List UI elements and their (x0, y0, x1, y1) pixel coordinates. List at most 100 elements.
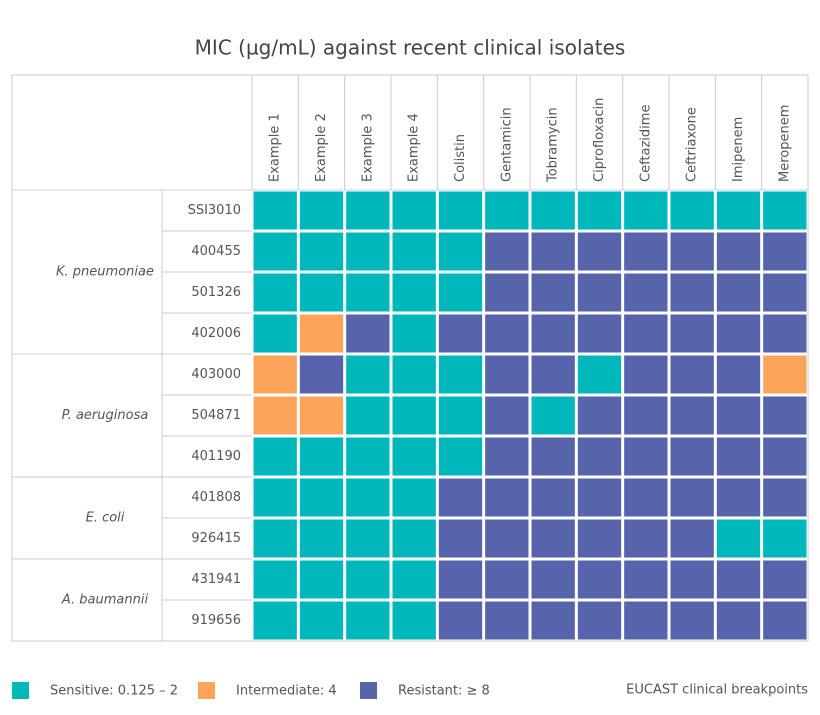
cell (438, 560, 483, 599)
cell (624, 355, 668, 394)
cell (670, 273, 714, 312)
cell (438, 519, 483, 558)
chart-title: MIC (µg/mL) against recent clinical isol… (195, 36, 626, 60)
cell (716, 191, 761, 230)
cell (763, 478, 807, 517)
row-label: 402006 (191, 326, 241, 341)
cell (346, 355, 390, 394)
column-label: Ceftazidime (638, 105, 653, 182)
cell (624, 560, 668, 599)
cell (577, 478, 622, 517)
cell (716, 601, 761, 640)
cell (253, 232, 297, 271)
cell (392, 478, 436, 517)
cell (670, 191, 714, 230)
cell (624, 519, 668, 558)
cell (716, 519, 761, 558)
cell (485, 437, 529, 476)
cell (299, 314, 344, 353)
cell (299, 191, 344, 230)
cell (716, 396, 761, 435)
row-label: 403000 (191, 367, 241, 382)
cell (253, 560, 297, 599)
cell (253, 519, 297, 558)
row-label: 401190 (191, 449, 241, 464)
cell (346, 191, 390, 230)
cell (577, 601, 622, 640)
cell (624, 601, 668, 640)
cell (392, 314, 436, 353)
group-label: P. aeruginosa (62, 408, 149, 423)
cell (531, 478, 575, 517)
cell (485, 519, 529, 558)
cell (763, 437, 807, 476)
cell (299, 273, 344, 312)
cell (346, 437, 390, 476)
group-label: A. baumannii (61, 593, 149, 608)
cell (670, 478, 714, 517)
column-label: Ciprofloxacin (592, 98, 607, 182)
cell (624, 273, 668, 312)
cell (438, 355, 483, 394)
cell (531, 273, 575, 312)
cell (763, 519, 807, 558)
column-label: Example 1 (268, 113, 283, 182)
cell (253, 437, 297, 476)
cell (438, 191, 483, 230)
cell (485, 355, 529, 394)
cell (346, 314, 390, 353)
cell (438, 478, 483, 517)
cell (624, 232, 668, 271)
cell (253, 396, 297, 435)
legend-swatch (12, 682, 29, 699)
cell (670, 232, 714, 271)
cell (346, 273, 390, 312)
cell (763, 191, 807, 230)
cell (392, 396, 436, 435)
cell (485, 232, 529, 271)
cell (577, 355, 622, 394)
cell (299, 601, 344, 640)
column-label: Gentamicin (499, 107, 514, 182)
row-label: 431941 (191, 572, 241, 587)
row-label: SSI3010 (188, 203, 241, 218)
cell (392, 519, 436, 558)
cell (299, 232, 344, 271)
row-label: 504871 (191, 408, 241, 423)
cell (346, 560, 390, 599)
cell (577, 437, 622, 476)
cell (392, 232, 436, 271)
cell (346, 519, 390, 558)
cell (577, 232, 622, 271)
cell (763, 314, 807, 353)
cell (763, 273, 807, 312)
cell (531, 437, 575, 476)
cell (624, 478, 668, 517)
cell (716, 478, 761, 517)
cell (531, 314, 575, 353)
cell (763, 355, 807, 394)
cell (577, 560, 622, 599)
cell (716, 355, 761, 394)
cell (531, 519, 575, 558)
cell (253, 273, 297, 312)
cell (438, 601, 483, 640)
column-label: Imipenem (731, 117, 746, 182)
legend-label: Resistant: ≥ 8 (398, 684, 490, 699)
cell (438, 314, 483, 353)
cell (299, 437, 344, 476)
cell (485, 601, 529, 640)
cell (299, 396, 344, 435)
cell (438, 273, 483, 312)
note: EUCAST clinical breakpoints (626, 683, 808, 698)
cell (299, 478, 344, 517)
cell (624, 191, 668, 230)
cell (299, 560, 344, 599)
cell (438, 232, 483, 271)
cell (392, 273, 436, 312)
cell (670, 519, 714, 558)
cell (577, 273, 622, 312)
cell (531, 355, 575, 394)
cell (485, 396, 529, 435)
